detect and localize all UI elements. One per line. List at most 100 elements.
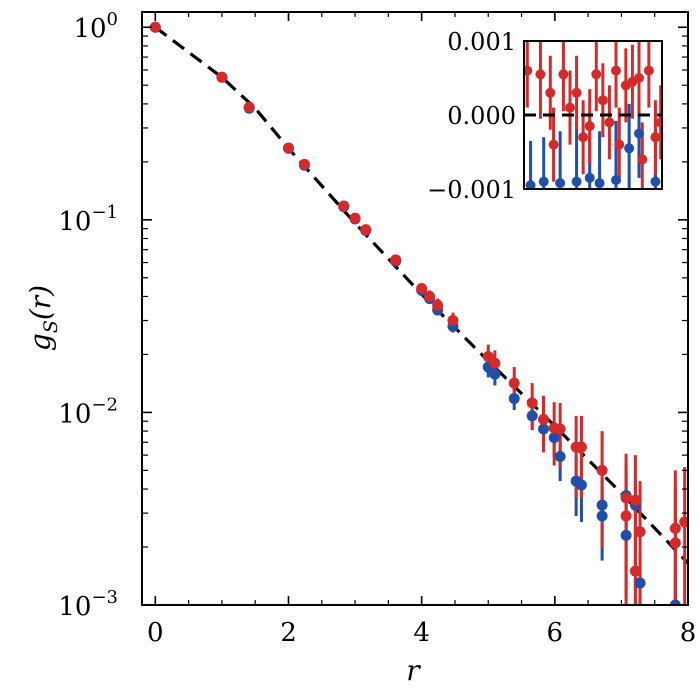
y-tick-base: 10 (58, 399, 91, 429)
blue-point-23 (596, 510, 608, 522)
y-tick-label-2: 10−2 (58, 394, 118, 429)
inset-red-point-18 (643, 65, 654, 76)
red-point-0 (149, 21, 161, 33)
inset-blue-point-8 (634, 128, 644, 139)
inset-y-tick-label-0: 0.001 (447, 28, 516, 56)
red-point-4 (298, 158, 310, 170)
red-point-11 (432, 299, 444, 311)
inset-blue-point-4 (584, 172, 595, 183)
y-tick-exponent: −3 (91, 587, 118, 608)
inset-blue-point-2 (555, 178, 566, 189)
x-tick-label-3: 6 (547, 618, 564, 648)
inset-red-point-20 (655, 117, 662, 128)
blue-point-27 (634, 577, 646, 589)
red-point-23 (620, 492, 632, 504)
red-point-28 (669, 522, 681, 534)
red-point-29 (669, 537, 681, 549)
inset-y-tick-label-2: −0.001 (427, 176, 516, 204)
red-point-24 (620, 510, 632, 522)
blue-point-22 (596, 499, 608, 511)
inset-red-point-12 (611, 65, 621, 76)
inset-blue-point-9 (650, 176, 661, 187)
x-tick-label-4: 8 (680, 618, 697, 648)
x-tick-label-0: 0 (147, 618, 164, 648)
inset-blue-point-3 (571, 176, 582, 187)
inset-red-point-6 (571, 87, 582, 98)
inset-red-point-19 (650, 132, 661, 143)
red-point-27 (629, 565, 641, 577)
inset-red-point-3 (548, 139, 559, 150)
y-tick-exponent: 0 (107, 9, 118, 30)
inset-red-point-10 (597, 95, 608, 106)
red-point-21 (575, 441, 587, 453)
inset-red-point-11 (604, 117, 615, 128)
inset-blue-point-5 (594, 178, 605, 189)
blue-point-15 (508, 393, 520, 405)
red-point-9 (416, 282, 428, 294)
inset-blue-point-0 (525, 180, 536, 189)
inset-blue-point-7 (624, 143, 635, 154)
y-tick-label-1: 10−1 (58, 202, 118, 237)
main-data-layer (149, 21, 688, 605)
inset-red-point-2 (545, 87, 556, 98)
inset-axis-ticks: 0.001 0.000 −0.001 (427, 28, 532, 204)
inset-red-point-8 (584, 121, 595, 132)
main-plot (141, 11, 689, 606)
blue-point-18 (548, 432, 560, 444)
x-tick-label-1: 2 (280, 618, 297, 648)
red-point-15 (508, 377, 520, 389)
inset-red-point-17 (637, 154, 648, 165)
red-point-16 (526, 397, 538, 409)
blue-point-28 (669, 599, 681, 605)
red-point-14 (489, 357, 501, 369)
red-point-3 (282, 142, 294, 154)
y-tick-label-0: 100 (73, 9, 118, 44)
inset-red-point-16 (634, 73, 644, 83)
main-frame (141, 11, 689, 606)
red-point-2 (243, 101, 255, 113)
y-tick-exponent: −1 (91, 202, 118, 223)
y-tick-base: 10 (58, 592, 91, 622)
y-axis-label-sub: S (40, 320, 62, 333)
x-axis-label: r (406, 654, 421, 687)
blue-point-25 (620, 529, 632, 541)
inset-y-tick-label-1: 0.000 (447, 102, 516, 130)
inset-red-point-4 (558, 69, 569, 80)
y-axis-label: gS(r) (24, 285, 62, 351)
blue-point-16 (526, 410, 538, 422)
red-point-17 (538, 413, 550, 425)
red-point-5 (338, 200, 350, 212)
inset-plot (523, 40, 663, 190)
red-point-8 (390, 254, 402, 266)
red-point-1 (216, 71, 228, 83)
y-tick-label-3: 10−3 (58, 587, 118, 622)
blue-point-19 (554, 451, 566, 463)
y-tick-base: 10 (73, 14, 106, 44)
y-tick-base: 10 (58, 207, 91, 237)
red-point-25 (629, 494, 641, 506)
inset-red-point-7 (578, 132, 589, 143)
inset-red-point-13 (614, 139, 625, 150)
x-tick-label-2: 4 (413, 618, 430, 648)
inset-blue-point-1 (538, 176, 549, 187)
blue-point-21 (575, 479, 587, 491)
red-point-6 (349, 212, 361, 224)
y-axis-label-arg: (r) (24, 285, 57, 320)
red-point-13 (482, 351, 494, 363)
inset-red-point-0 (524, 65, 533, 76)
y-axis-label-main: g (24, 333, 57, 351)
inset-blue-point-6 (611, 175, 621, 186)
y-tick-exponent: −2 (91, 394, 118, 415)
red-point-30 (679, 516, 688, 528)
inset-red-point-9 (591, 69, 602, 80)
red-point-7 (360, 224, 372, 236)
inset-red-point-5 (565, 102, 575, 113)
blue-point-17 (538, 423, 550, 435)
red-point-22 (596, 464, 608, 476)
red-point-10 (424, 290, 436, 302)
red-point-12 (447, 315, 459, 327)
red-point-19 (554, 423, 566, 435)
inset-data-layer (524, 41, 662, 189)
